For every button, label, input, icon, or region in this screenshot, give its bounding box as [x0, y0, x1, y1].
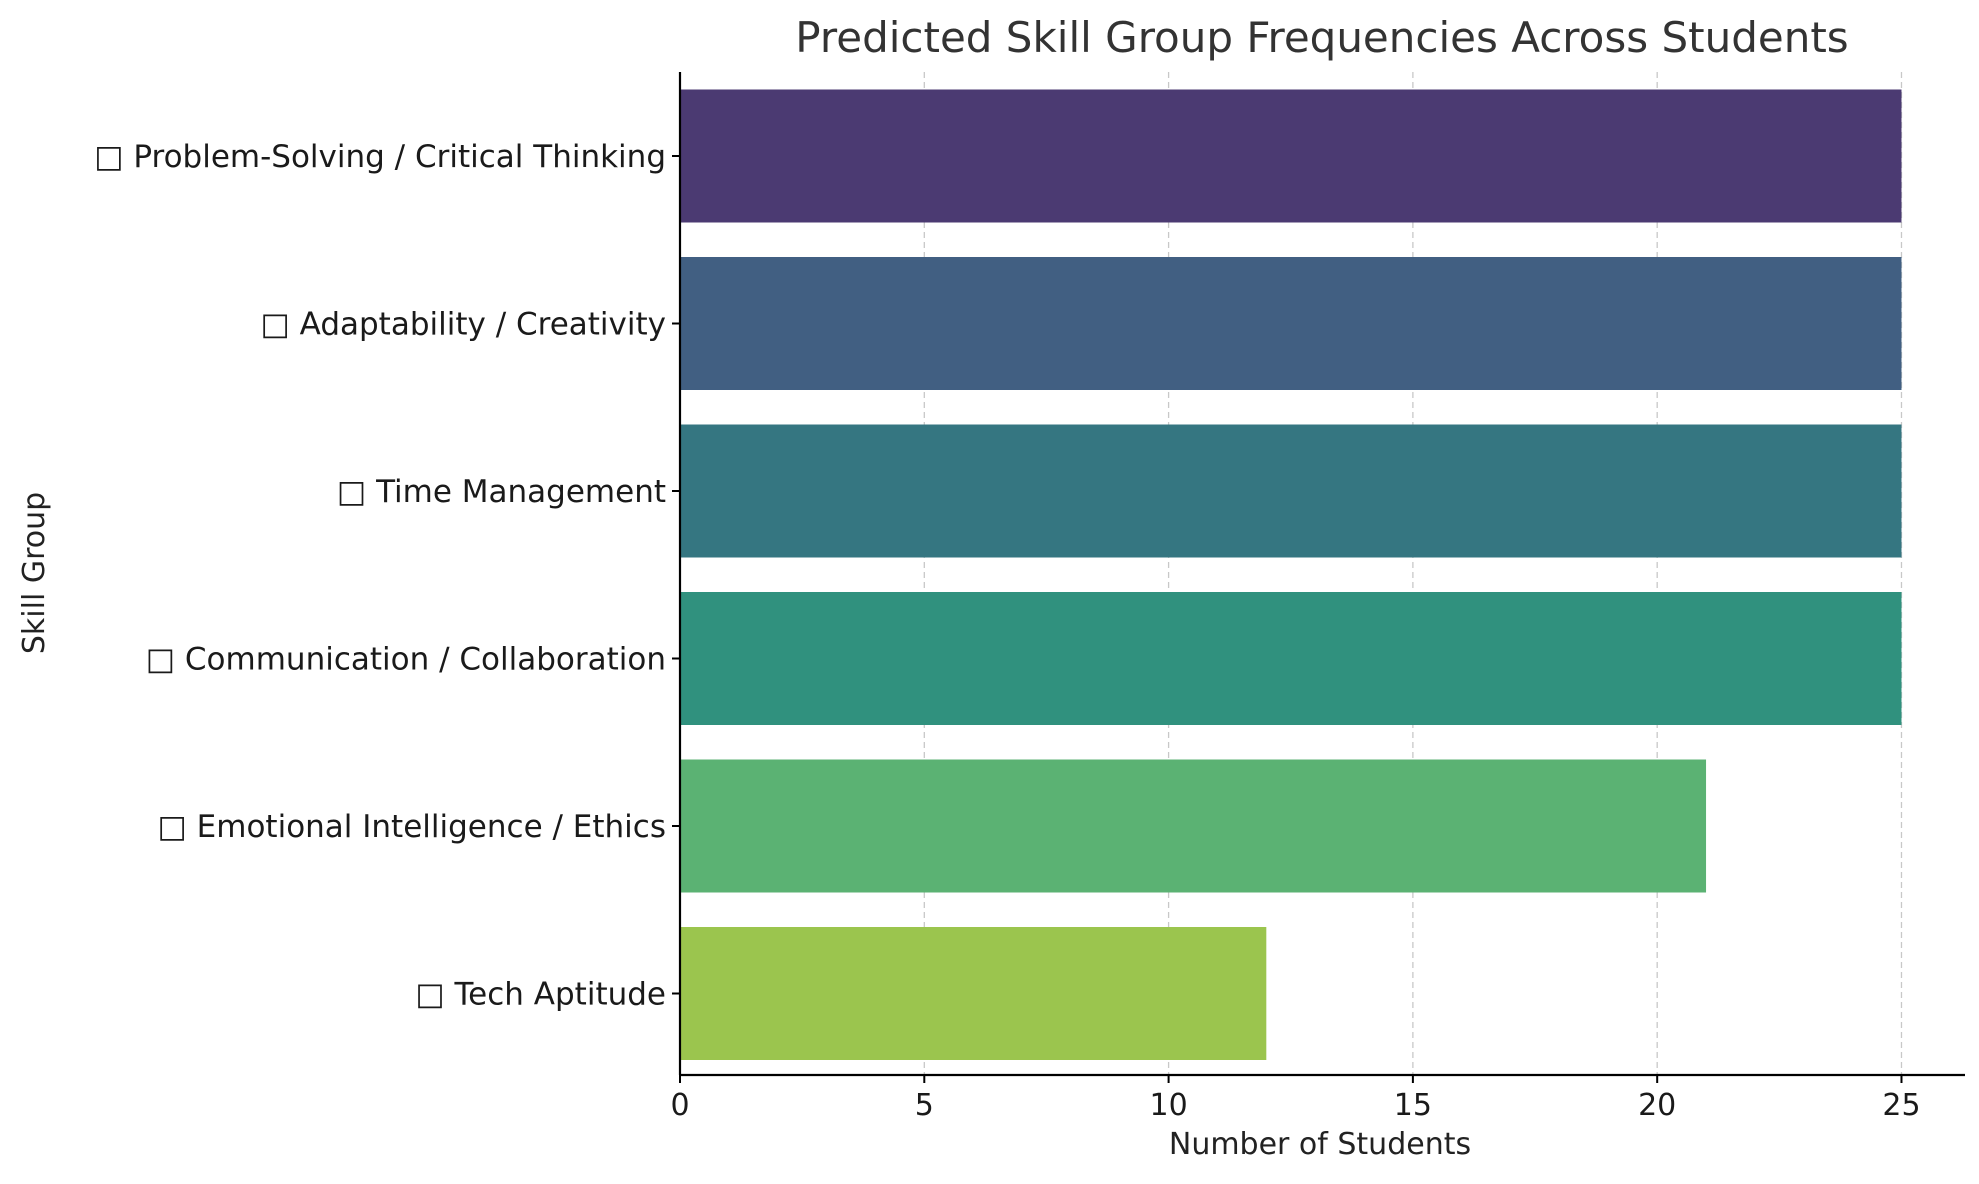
y-tick-label: □ Adaptability / Creativity [261, 307, 666, 343]
bar [680, 759, 1707, 893]
x-tick-label: 15 [1394, 1088, 1432, 1123]
grid-lines [923, 72, 1903, 1075]
y-tick-label: □ Emotional Intelligence / Ethics [158, 809, 666, 845]
bar [680, 592, 1902, 725]
bar [680, 89, 1902, 223]
chart-title: Predicted Skill Group Frequencies Across… [795, 13, 1848, 62]
y-tick-label: □ Communication / Collaboration [146, 642, 666, 678]
x-tick-label: 20 [1638, 1088, 1676, 1123]
bars [680, 89, 1902, 1060]
y-axis-label: Skill Group [17, 492, 52, 654]
bar [680, 257, 1902, 390]
bar [680, 424, 1902, 558]
x-axis-label: Number of Students [1169, 1127, 1471, 1162]
x-tick-label: 25 [1882, 1088, 1920, 1123]
y-tick-label: □ Problem-Solving / Critical Thinking [94, 139, 666, 175]
y-tick-label: □ Tech Aptitude [415, 977, 666, 1013]
x-tick-label: 5 [915, 1088, 934, 1123]
tick-labels: □ Problem-Solving / Critical Thinking □ A… [94, 139, 1920, 1123]
y-tick-label: □ Time Management [337, 474, 666, 510]
axes [678, 72, 1965, 1077]
x-tick-label: 10 [1149, 1088, 1187, 1123]
x-tick-label: 0 [670, 1088, 689, 1123]
bar [680, 927, 1267, 1060]
